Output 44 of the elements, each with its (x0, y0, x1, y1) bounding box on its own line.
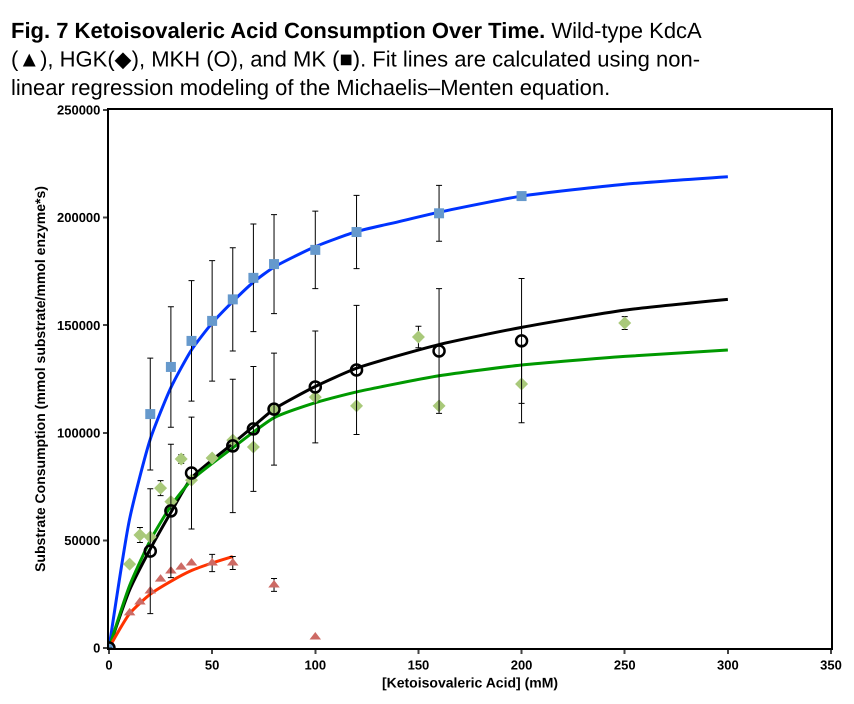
x-tick-label: 350 (820, 658, 842, 673)
point (186, 336, 197, 346)
y-tick-label: 150000 (57, 318, 100, 333)
point (246, 422, 260, 436)
x-tick-label: 0 (105, 658, 113, 673)
x-tick-label: 50 (204, 658, 220, 673)
point (145, 409, 156, 420)
point (206, 451, 219, 464)
point (618, 316, 632, 330)
point (352, 227, 362, 238)
point (516, 191, 527, 202)
point (248, 272, 258, 283)
y-tick-label: 100000 (57, 425, 100, 440)
point (228, 294, 238, 304)
point (174, 452, 188, 466)
point (123, 558, 136, 571)
y-tick-label: 250000 (57, 102, 100, 118)
x-tick-label: 150 (408, 658, 430, 673)
point (207, 316, 218, 326)
point (434, 208, 444, 218)
point (350, 363, 364, 377)
point (184, 466, 198, 480)
y-tick-label: 0 (93, 640, 100, 656)
point (514, 334, 528, 348)
x-tick-label: 300 (717, 658, 739, 673)
y-tick-label: 200000 (57, 210, 100, 226)
point (154, 482, 168, 495)
point (432, 344, 446, 358)
point (310, 244, 320, 255)
point (226, 439, 240, 453)
point (308, 380, 322, 394)
x-tick-label: 200 (510, 658, 532, 673)
point (166, 362, 176, 372)
chart-title: Fig. 7 Ketoisovaleric Acid Consumption Over Time. (11, 18, 546, 43)
y-axis-title: Substrate Consumption (mmol substrate/mmol enzyme*s) (32, 186, 48, 572)
point (412, 330, 425, 344)
point (133, 528, 146, 542)
x-tick-label: 100 (304, 658, 326, 673)
y-tick-label: 50000 (64, 532, 100, 548)
point (144, 544, 158, 558)
point (164, 504, 178, 518)
x-axis-title: [Ketoisovaleric Acid] (mM) (382, 674, 558, 690)
point (269, 259, 280, 270)
x-tick-label: 250 (614, 658, 636, 673)
